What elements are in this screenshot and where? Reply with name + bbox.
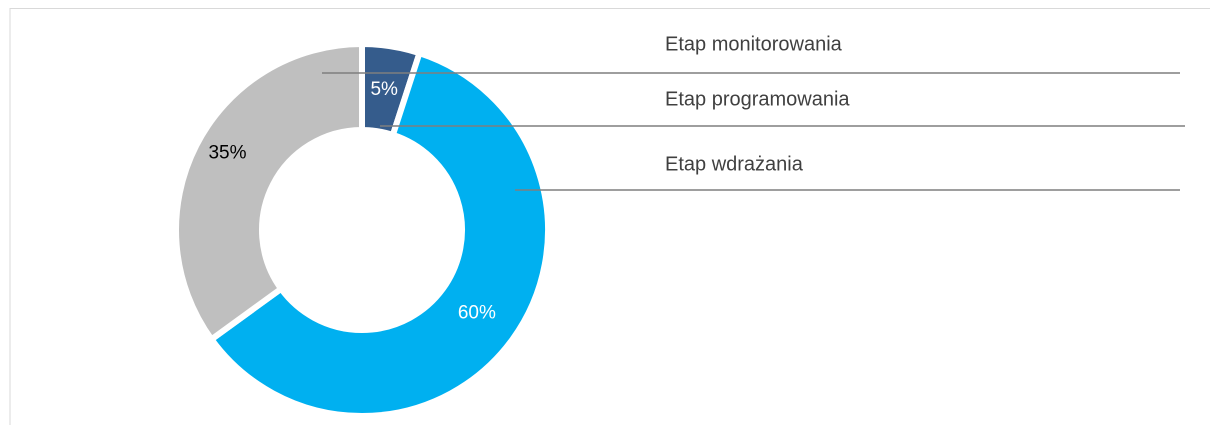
value-label: 35% — [208, 143, 246, 164]
value-label: 60% — [458, 302, 496, 323]
donut-segment — [207, 49, 551, 419]
category-label: Etap monitorowania — [665, 33, 843, 55]
chart-frame — [9, 8, 1210, 425]
donut-segment — [173, 40, 365, 344]
value-label: 5% — [370, 79, 398, 100]
category-label: Etap programowania — [665, 88, 850, 110]
category-label: Etap wdrażania — [665, 153, 804, 175]
